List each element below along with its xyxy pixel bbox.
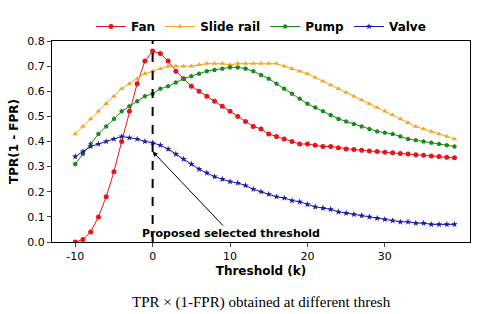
svg-text:10: 10 [223, 250, 237, 263]
svg-text:20: 20 [300, 250, 314, 263]
svg-text:Pump: Pump [305, 20, 344, 34]
svg-text:TPR(1 - FPR): TPR(1 - FPR) [7, 99, 21, 184]
svg-text:0.1: 0.1 [27, 211, 45, 224]
svg-text:0.0: 0.0 [27, 236, 45, 249]
svg-text:0.8: 0.8 [27, 35, 45, 48]
svg-text:Proposed selected threshold: Proposed selected threshold [142, 227, 320, 240]
svg-text:0.6: 0.6 [27, 85, 45, 98]
svg-text:30: 30 [378, 250, 392, 263]
svg-text:Fan: Fan [131, 20, 155, 34]
svg-text:Valve: Valve [389, 20, 426, 34]
svg-text:0.2: 0.2 [27, 186, 45, 199]
svg-text:Slide rail: Slide rail [200, 20, 260, 34]
svg-text:Threshold (k): Threshold (k) [216, 264, 307, 278]
svg-text:0: 0 [149, 250, 156, 263]
svg-text:0.7: 0.7 [27, 60, 45, 73]
svg-text:0.5: 0.5 [27, 110, 45, 123]
svg-text:0.4: 0.4 [27, 135, 45, 148]
svg-text:-10: -10 [66, 250, 84, 263]
svg-text:TPR × (1-FPR) obtained at diff: TPR × (1-FPR) obtained at different thre… [132, 294, 391, 311]
svg-text:0.3: 0.3 [27, 160, 45, 173]
